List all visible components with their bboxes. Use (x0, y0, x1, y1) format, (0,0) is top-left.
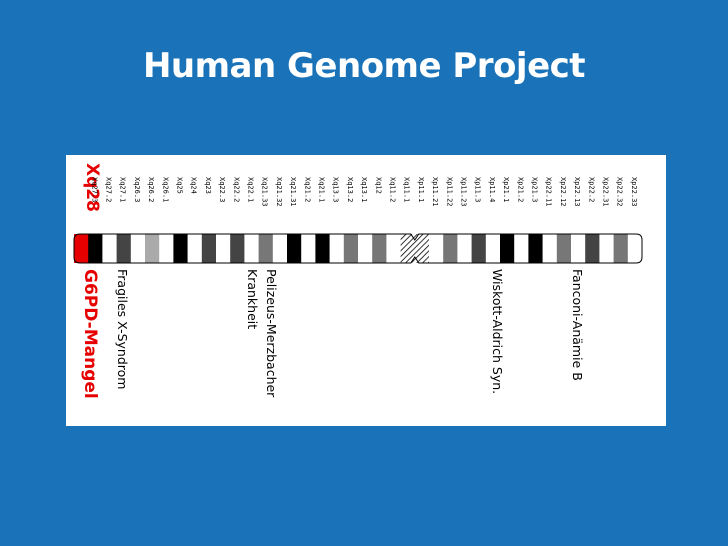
band-label: Xp21.1 (502, 177, 510, 202)
band-xq13-3 (329, 234, 345, 263)
band-label: Xp21.3 (531, 177, 539, 202)
band-label: Xq23 (204, 177, 212, 194)
band-label: Xq13.3 (332, 177, 340, 202)
band-xq13-2 (343, 234, 359, 263)
band-label: Xp11.22 (445, 177, 453, 207)
band-label: Xp22.32 (616, 177, 624, 207)
band-xq21-31 (287, 234, 302, 263)
band-label: Xq12 (374, 177, 382, 194)
band-label: Xq13.1 (360, 177, 368, 202)
band-label: Xq26.1 (161, 177, 169, 202)
band-xq21-1 (315, 234, 330, 263)
band-xp22-31 (599, 234, 614, 263)
band-xq23 (201, 234, 217, 263)
ideogram-canvas: Xq28 Xq27.3 Xq27.2 Xq27.1 Xq26.3 Xq26.2 Xq26.… (73, 163, 643, 399)
band-label: Xp11.23 (460, 177, 468, 207)
band-label: Xq26.2 (147, 177, 155, 202)
band-label: Xq24 (190, 177, 198, 194)
band-xp21-3 (528, 234, 543, 263)
band-xq27-3 (88, 234, 103, 263)
band-xp22-11 (542, 234, 558, 263)
band-xq11-1 (400, 234, 416, 263)
band-xq28 (74, 234, 89, 263)
band-xp11-23 (457, 234, 472, 263)
band-xq26-3 (130, 234, 146, 263)
band-xp22-2 (585, 234, 600, 263)
band-xq21-32 (272, 234, 288, 263)
band-xq26-2 (145, 234, 160, 263)
band-xp11-22 (443, 234, 458, 263)
band-label: Xq22.1 (247, 177, 255, 202)
band-xq26-1 (159, 234, 174, 263)
band-label: Xq27.1 (119, 177, 127, 202)
slide-title: Human Genome Project (142, 46, 586, 86)
band-label: Xp22.33 (630, 177, 638, 207)
highlight-disease-label: G6PD-Mangel (80, 269, 100, 399)
band-label: Xq11.2 (389, 177, 397, 202)
band-xq22-2 (230, 234, 245, 263)
band-xp21-2 (514, 234, 529, 263)
band-xp11-21 (429, 234, 444, 263)
band-xq13-1 (358, 234, 373, 263)
disease-label-pelizeus-merzbacher: Pelizeus-Merzbacher (264, 269, 279, 398)
chromosome-outline (73, 233, 643, 264)
band-xq25 (173, 234, 188, 263)
band-label: Xp21.2 (516, 177, 524, 202)
band-label: Xq26.3 (133, 177, 141, 202)
band-xp11-3 (471, 234, 487, 263)
band-label: Xq25 (176, 177, 184, 194)
band-label: Xq21.32 (275, 177, 283, 207)
band-label: Xq21.33 (261, 177, 269, 207)
band-label: Xp22.11 (545, 177, 553, 207)
band-label: Xq21.2 (303, 177, 311, 202)
band-xp22-12 (556, 234, 572, 263)
band-xp22-33 (627, 234, 643, 263)
band-xq21-2 (301, 234, 316, 263)
band-xq12 (372, 234, 387, 263)
band-label: Xq21.1 (318, 177, 326, 202)
band-xq11-2 (386, 234, 401, 263)
band-xp11-1 (414, 234, 430, 263)
band-label: Xq13.2 (346, 177, 354, 202)
band-label: Xq27.2 (105, 177, 113, 202)
band-label: Xp22.2 (587, 177, 595, 202)
band-label: Xp11.21 (431, 177, 439, 207)
band-xq21-33 (258, 234, 274, 263)
band-xq22-1 (244, 234, 259, 263)
band-xp22-13 (571, 234, 586, 263)
band-label: Xp22.12 (559, 177, 567, 207)
chromosome-x-ideogram: Xq28 Xq27.3 Xq27.2 Xq27.1 Xq26.3 Xq26.2 Xq26.… (66, 155, 666, 426)
band-label: Xq21.31 (289, 177, 297, 207)
band-xq27-2 (102, 234, 117, 263)
band-xq22-3 (216, 234, 231, 263)
band-xp11-4 (485, 234, 501, 263)
band-label: Xq11.1 (403, 177, 411, 202)
disease-label-wiskott-aldrich: Wiskott-Aldrich Syn. (490, 269, 505, 394)
band-label: Xq22.3 (218, 177, 226, 202)
band-xq24 (187, 234, 203, 263)
band-xq27-1 (116, 234, 132, 263)
chromosome-body (73, 233, 643, 264)
band-labels: Xq27.3 Xq27.2 Xq27.1 Xq26.3 Xq26.2 Xq26.1 Xq25… (90, 177, 638, 207)
band-label: Xp11.1 (417, 177, 425, 202)
disease-label-fanconi-anaemie: Fanconi-Anämie B (570, 269, 585, 381)
band-label: Xp11.4 (488, 177, 496, 202)
disease-label-krankheit: Krankheit (245, 269, 260, 329)
band-xp21-1 (500, 234, 515, 263)
band-label: Xq22.2 (232, 177, 240, 202)
band-label: Xp22.13 (573, 177, 581, 207)
disease-label-fragiles-x: Fragiles X-Syndrom (115, 269, 130, 389)
highlight-band-label: Xq28 (82, 163, 102, 212)
band-label: Xq27.3 (90, 177, 98, 202)
band-xp22-32 (613, 234, 629, 263)
band-label: Xp22.31 (602, 177, 610, 207)
band-label: Xp11.3 (474, 177, 482, 202)
